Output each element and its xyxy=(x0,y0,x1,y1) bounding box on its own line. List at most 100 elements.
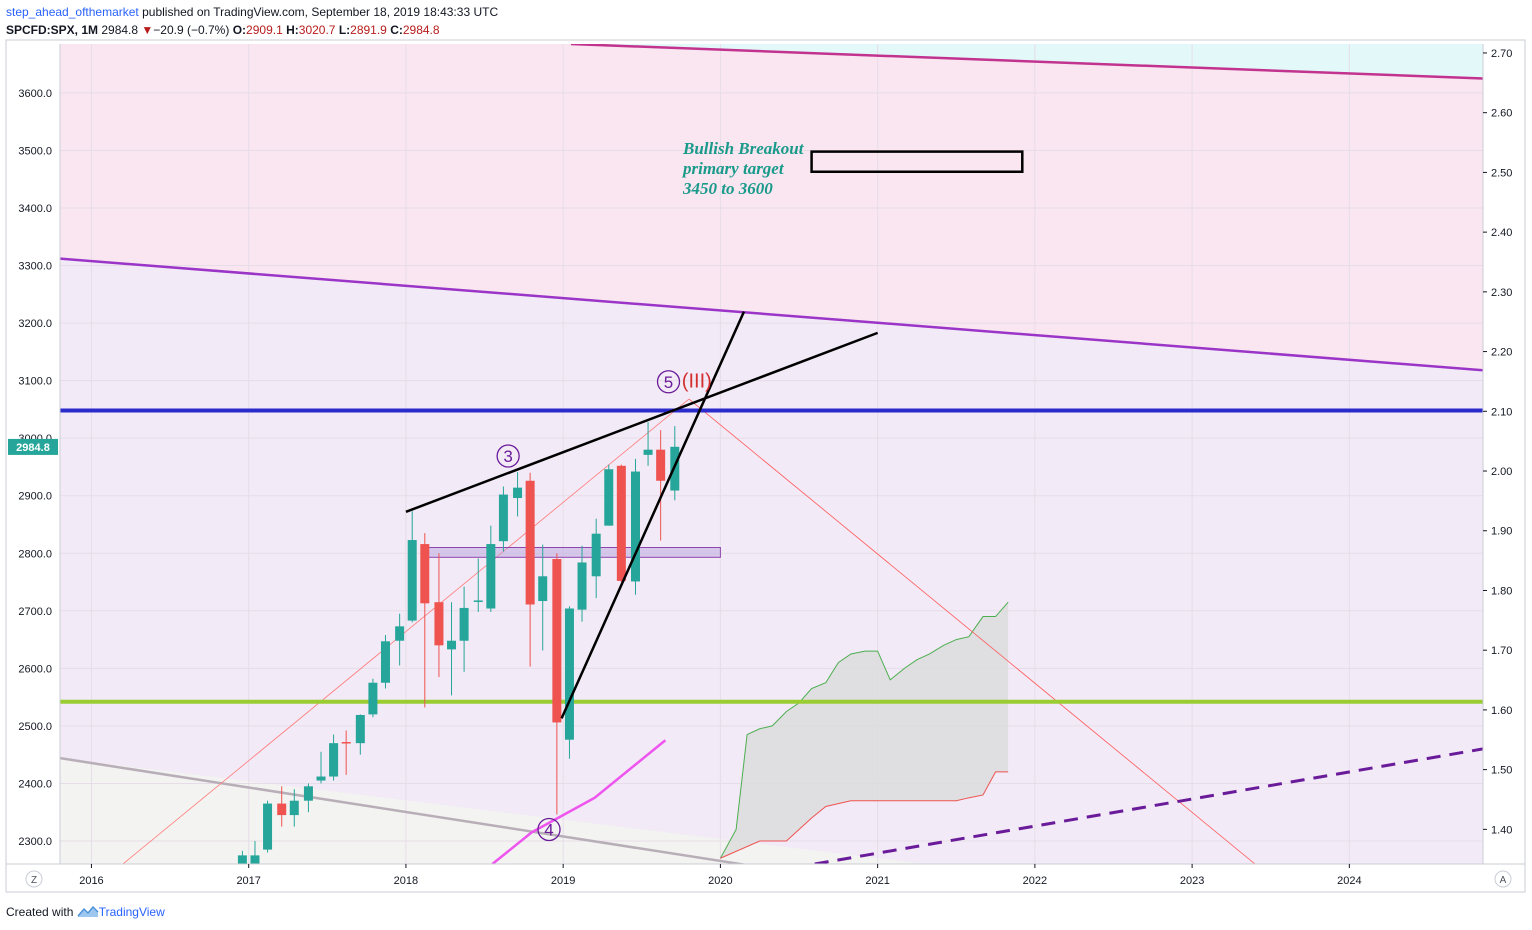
candle-body xyxy=(577,562,587,610)
ichimoku-cloud xyxy=(720,602,1009,859)
y-tick-label: 3100.0 xyxy=(18,376,52,388)
candle[interactable] xyxy=(395,613,405,666)
publish-text: published on TradingView.com, September … xyxy=(142,5,499,19)
candle-body xyxy=(459,607,469,641)
y-tick-label: 3400.0 xyxy=(18,203,52,215)
y-right-tick-label: 1.90 xyxy=(1491,526,1512,538)
low-label: L: xyxy=(338,23,351,37)
open-label: O: xyxy=(232,23,247,37)
y-tick-label: 2900.0 xyxy=(18,491,52,503)
candle[interactable] xyxy=(656,430,666,541)
cloud-span-b xyxy=(720,771,1009,859)
candle-body xyxy=(250,855,260,864)
author-link[interactable]: step_ahead_ofthemarket xyxy=(6,5,139,19)
candle[interactable] xyxy=(591,518,601,599)
annotation-text: 3450 to 3600 xyxy=(682,179,773,198)
symbol-info: SPCFD:SPX, 1M 2984.8 ▼−20.9 (−0.7%) O:29… xyxy=(6,23,440,37)
candle[interactable] xyxy=(434,553,444,677)
candle[interactable] xyxy=(564,606,574,759)
y-tick-label: 3200.0 xyxy=(18,318,52,330)
candle[interactable] xyxy=(643,422,653,466)
trend-line xyxy=(570,44,1483,80)
trend-line xyxy=(688,398,1256,864)
footer: Created with TradingView xyxy=(6,905,165,919)
candle-body xyxy=(368,682,378,715)
trend-line xyxy=(60,257,1483,372)
candle-body xyxy=(616,465,626,581)
tradingview-link[interactable]: TradingView xyxy=(98,905,165,919)
candle[interactable] xyxy=(380,634,390,689)
auto-scale-left-button[interactable]: Z xyxy=(25,870,43,888)
candle-body xyxy=(395,626,405,641)
x-tick-label: 2023 xyxy=(1180,875,1204,887)
candle[interactable] xyxy=(368,678,378,718)
candle[interactable] xyxy=(604,464,614,526)
candle-body xyxy=(604,469,614,526)
candle[interactable] xyxy=(303,783,313,813)
candle[interactable] xyxy=(486,525,496,612)
candle[interactable] xyxy=(473,558,483,612)
candle-body xyxy=(420,544,430,604)
trend-line xyxy=(60,756,749,864)
button-circle xyxy=(1494,870,1512,888)
plot-area[interactable] xyxy=(60,44,1483,893)
candle-body xyxy=(630,471,640,582)
candle-body xyxy=(263,803,273,850)
symbol-name[interactable]: SPCFD:SPX, 1M xyxy=(6,23,99,37)
created-with-label: Created with xyxy=(6,905,74,919)
candle[interactable] xyxy=(263,800,273,853)
candle[interactable] xyxy=(525,472,535,667)
cloud-span-a xyxy=(719,601,1009,859)
candle[interactable] xyxy=(237,850,247,864)
chart-background xyxy=(5,39,1526,893)
y-tick-label: 2500.0 xyxy=(18,721,52,733)
y-tick-label: 3500.0 xyxy=(18,145,52,157)
y-tick-label: 3300.0 xyxy=(18,261,52,273)
candle[interactable] xyxy=(329,734,339,781)
candle[interactable] xyxy=(538,544,548,651)
wave-label: 3 xyxy=(503,447,512,466)
dashed-trend-line xyxy=(814,747,1483,864)
candle-body xyxy=(591,533,601,577)
button-label: A xyxy=(1500,875,1507,886)
candle[interactable] xyxy=(407,511,417,623)
candle[interactable] xyxy=(277,786,287,827)
wave-circle xyxy=(537,817,561,842)
candle[interactable] xyxy=(552,553,562,815)
candle[interactable] xyxy=(355,714,365,755)
candle[interactable] xyxy=(250,840,260,864)
y-right-tick-label: 2.70 xyxy=(1491,48,1512,60)
annotation-text: primary target xyxy=(681,159,785,178)
change-value: −20.9 (−0.7%) xyxy=(153,23,230,37)
axes: 2300.0 2400.0 2500.0 2600.0 2700.0 2800.0 2900… xyxy=(6,44,1525,888)
candle[interactable] xyxy=(341,730,351,775)
candle[interactable] xyxy=(630,458,640,595)
candle[interactable] xyxy=(316,751,326,784)
candle-body xyxy=(237,855,247,864)
bottom-zone-fill xyxy=(60,758,925,864)
candle[interactable] xyxy=(289,789,299,827)
tradingview-logo-icon xyxy=(77,905,99,917)
x-tick-label: 2022 xyxy=(1023,875,1047,887)
candle[interactable] xyxy=(616,464,626,583)
candle[interactable] xyxy=(420,533,430,708)
candle[interactable] xyxy=(498,486,508,552)
y-tick-label: 3600.0 xyxy=(18,88,52,100)
candle[interactable] xyxy=(577,545,587,622)
x-tick-label: 2020 xyxy=(708,875,732,887)
candle-body xyxy=(538,576,548,602)
candle[interactable] xyxy=(459,586,469,672)
candle-body xyxy=(277,803,287,816)
auto-scale-right-button[interactable]: A xyxy=(1494,870,1512,888)
y-right-tick-label: 1.70 xyxy=(1491,645,1512,657)
y-right-tick-label: 2.60 xyxy=(1491,108,1512,120)
button-circle xyxy=(25,870,43,888)
candle-body xyxy=(513,487,523,499)
moving-average-line xyxy=(491,739,667,864)
upper-zone-fill xyxy=(60,44,1483,371)
candle[interactable] xyxy=(447,602,457,696)
wave-label: (III) xyxy=(682,371,712,393)
candle[interactable] xyxy=(513,472,523,517)
